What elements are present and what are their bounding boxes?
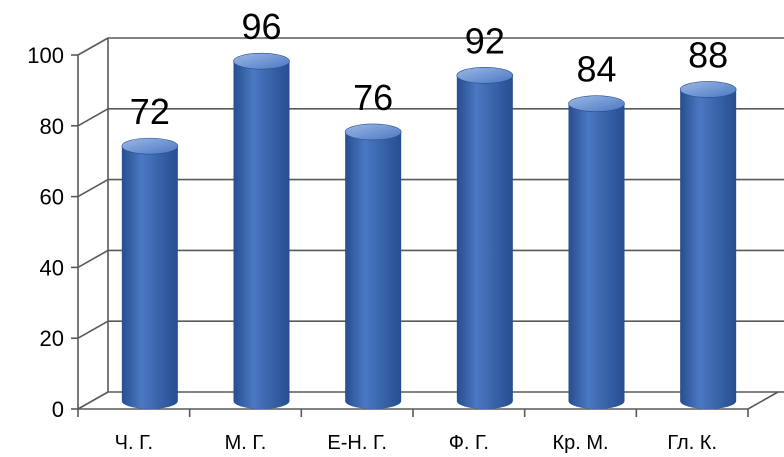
xtick-label: Е-Н. Г. bbox=[327, 432, 387, 454]
bar-body bbox=[121, 146, 178, 409]
bar-body bbox=[680, 89, 737, 409]
bar-body bbox=[233, 61, 290, 409]
bar bbox=[568, 95, 625, 409]
bar-top bbox=[121, 137, 179, 155]
gridline-depth bbox=[77, 37, 109, 56]
bar-top bbox=[344, 123, 402, 141]
data-label: 96 bbox=[241, 6, 281, 47]
bars bbox=[121, 52, 737, 409]
data-label: 72 bbox=[130, 91, 170, 132]
data-labels: 72 96 76 92 84 88 bbox=[130, 6, 728, 132]
ytick-label: 40 bbox=[40, 255, 64, 280]
gridline-depth bbox=[77, 108, 109, 127]
gridlines bbox=[77, 37, 784, 410]
data-label: 92 bbox=[465, 20, 505, 61]
ytick-label: 20 bbox=[40, 326, 64, 351]
xtick-label: Кр. М. bbox=[552, 432, 608, 454]
floor-right-edge bbox=[747, 391, 779, 410]
xtick-label: Гл. К. bbox=[667, 432, 717, 454]
gridline-depth bbox=[77, 391, 109, 410]
bar-top bbox=[233, 52, 290, 70]
bar-top bbox=[679, 81, 737, 98]
xtick-label: Ф. Г. bbox=[449, 432, 489, 454]
bar-top bbox=[568, 95, 625, 112]
bar bbox=[344, 123, 402, 409]
bar-body bbox=[345, 131, 402, 409]
gridline-depth bbox=[77, 249, 109, 269]
xtick-label: Ч. Г. bbox=[115, 432, 153, 454]
data-label: 88 bbox=[688, 34, 728, 75]
gridline-depth bbox=[77, 320, 109, 339]
bar bbox=[121, 137, 179, 409]
ytick-label: 100 bbox=[27, 43, 64, 68]
bar-body bbox=[568, 103, 625, 409]
bar bbox=[233, 52, 290, 409]
axes: 0 20 40 60 80 100 Ч. Г. М. Г. Е-Н. Г. Ф. Г. Кр. М.… bbox=[27, 43, 779, 454]
bar bbox=[679, 81, 737, 409]
bar-body bbox=[456, 75, 513, 409]
bar bbox=[456, 67, 514, 409]
data-label: 76 bbox=[353, 77, 393, 118]
ytick-label: 0 bbox=[52, 397, 64, 422]
xtick-label: М. Г. bbox=[225, 432, 267, 454]
gridline-depth bbox=[77, 178, 109, 198]
bar-top bbox=[456, 67, 514, 84]
ytick-label: 80 bbox=[40, 114, 64, 139]
data-label: 84 bbox=[576, 49, 616, 90]
ytick-label: 60 bbox=[40, 185, 64, 210]
